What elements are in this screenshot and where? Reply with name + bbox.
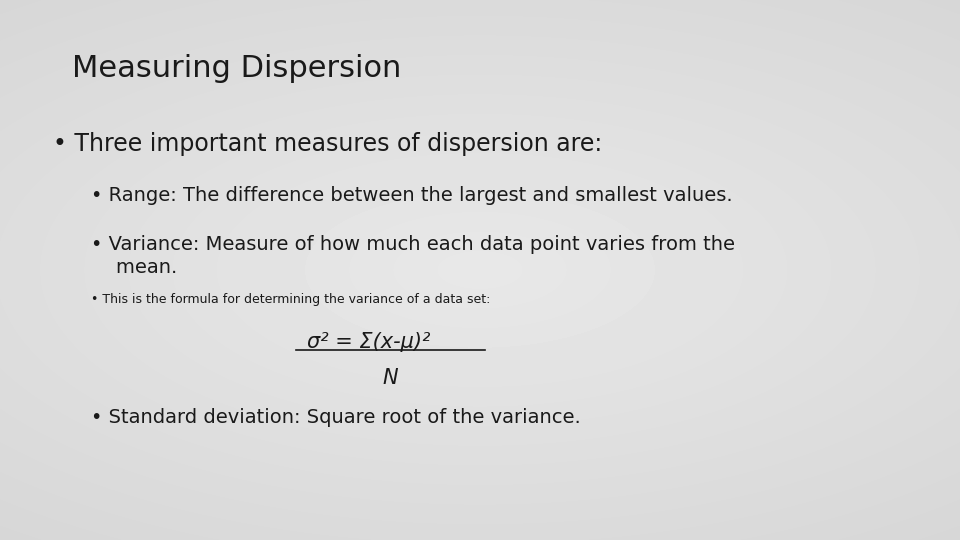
Text: N: N <box>382 368 398 388</box>
Text: • Standard deviation: Square root of the variance.: • Standard deviation: Square root of the… <box>91 408 581 427</box>
Text: Measuring Dispersion: Measuring Dispersion <box>72 54 401 83</box>
Text: • Three important measures of dispersion are:: • Three important measures of dispersion… <box>53 132 602 156</box>
Text: • This is the formula for determining the variance of a data set:: • This is the formula for determining th… <box>91 293 491 306</box>
Text: σ² = Σ(x-μ)²: σ² = Σ(x-μ)² <box>307 332 431 352</box>
Text: • Range: The difference between the largest and smallest values.: • Range: The difference between the larg… <box>91 186 732 205</box>
Text: • Variance: Measure of how much each data point varies from the
    mean.: • Variance: Measure of how much each dat… <box>91 235 735 278</box>
